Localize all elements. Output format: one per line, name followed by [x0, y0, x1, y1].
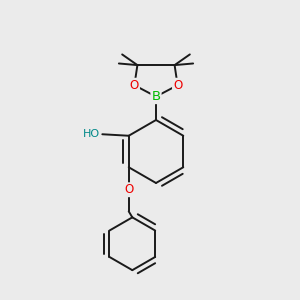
Text: O: O	[173, 79, 182, 92]
Text: B: B	[152, 90, 160, 103]
Text: O: O	[124, 183, 133, 196]
Text: O: O	[130, 79, 139, 92]
Text: HO: HO	[83, 129, 100, 139]
